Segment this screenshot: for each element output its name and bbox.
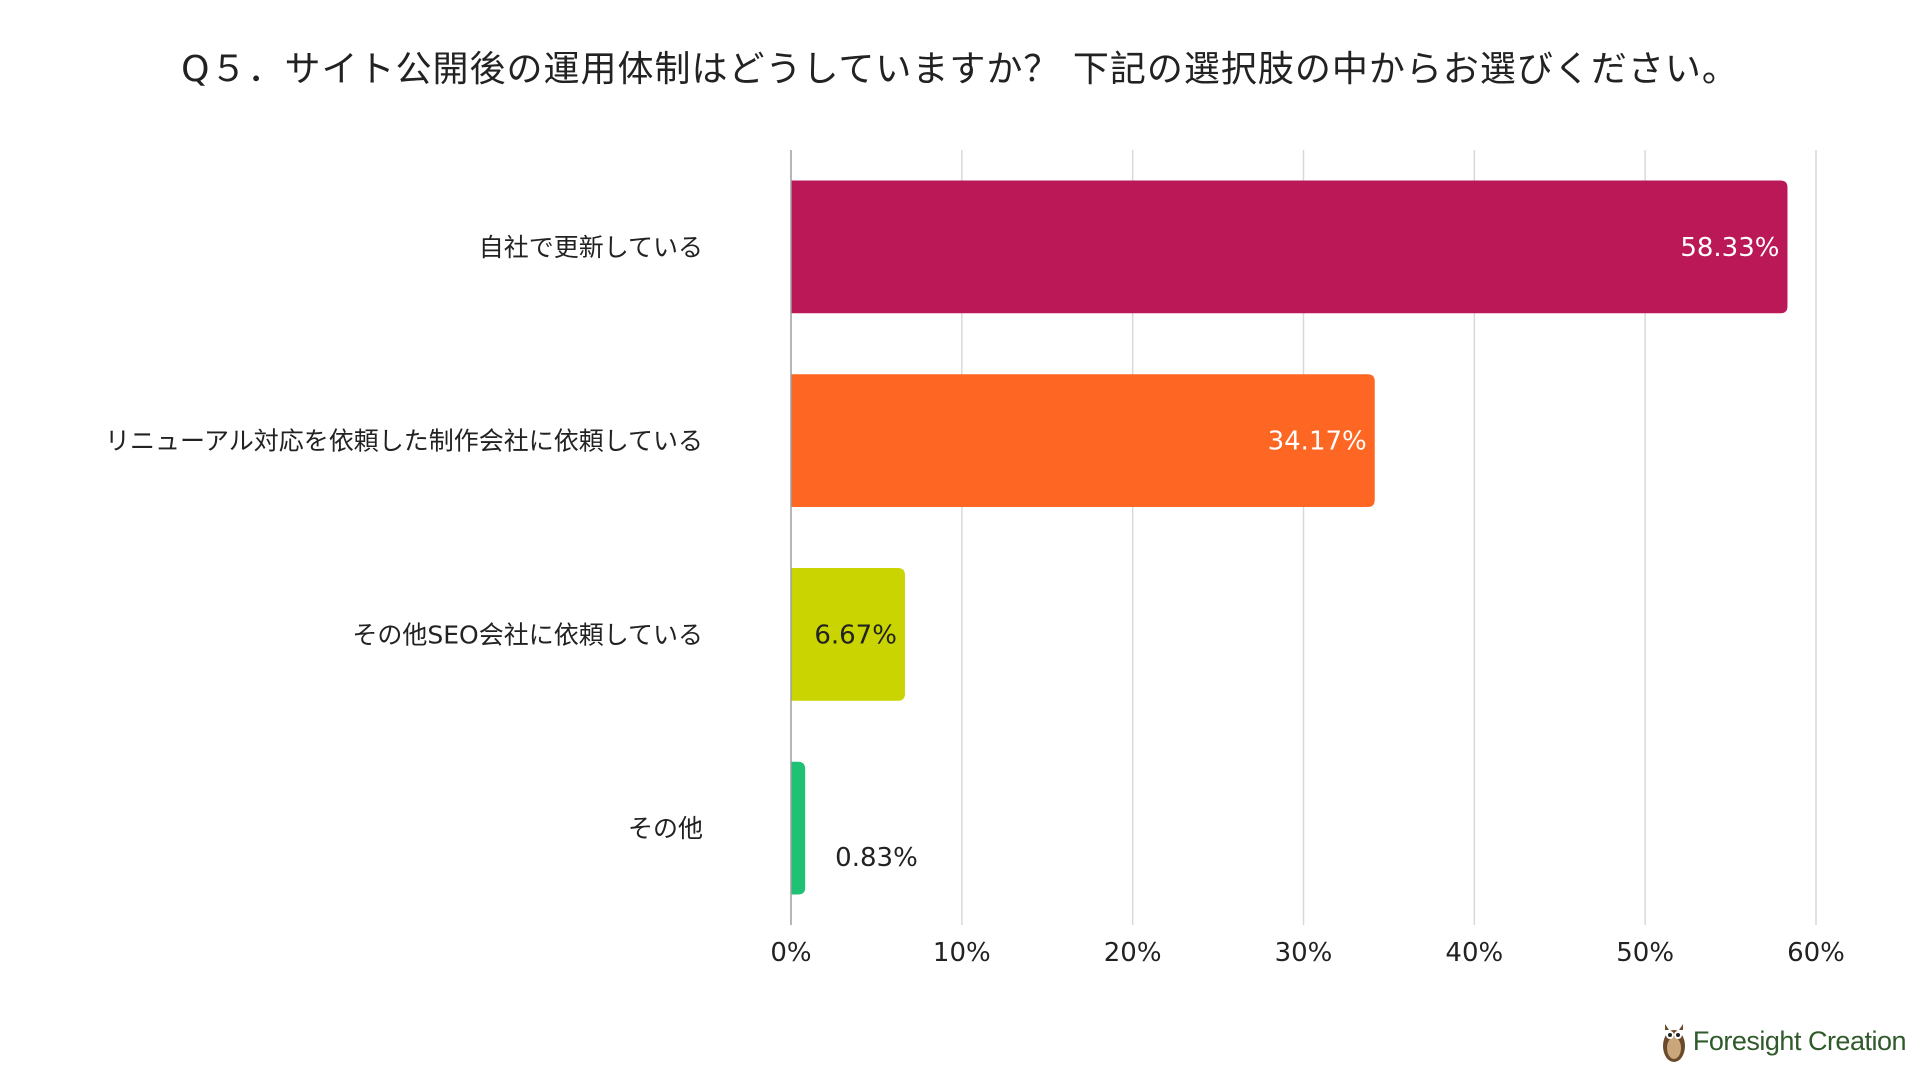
category-label: 自社で更新している (479, 233, 703, 262)
x-tick-label: 0% (770, 938, 811, 968)
bar (791, 568, 905, 701)
category-label: その他 (628, 814, 703, 843)
brand-logo: Foresight Creation (1661, 1016, 1907, 1066)
x-tick-label: 40% (1445, 938, 1503, 968)
bar (791, 761, 806, 895)
x-tick-label: 60% (1787, 938, 1845, 968)
value-label: 34.17% (1268, 427, 1367, 457)
category-label: リニューアル対応を依頼した制作会社に依頼している (105, 427, 703, 456)
logo-text: Foresight Creation (1692, 1025, 1907, 1056)
x-tick-label: 50% (1616, 938, 1674, 968)
x-tick-label: 30% (1275, 938, 1333, 968)
x-tick-label: 10% (933, 938, 991, 968)
owl-icon (1662, 1024, 1685, 1062)
bar (791, 374, 1375, 507)
category-label: その他SEO会社に依頼している (352, 620, 703, 649)
value-label: 6.67% (814, 620, 897, 650)
value-label: 0.83% (835, 843, 918, 873)
x-tick-label: 20% (1104, 938, 1162, 968)
value-label: 58.33% (1680, 233, 1779, 263)
chart-title: Q５．サイト公開後の運用体制はどうしていますか？ 下記の選択肢の中からお選びくだ… (181, 49, 1739, 90)
bar (791, 180, 1788, 314)
